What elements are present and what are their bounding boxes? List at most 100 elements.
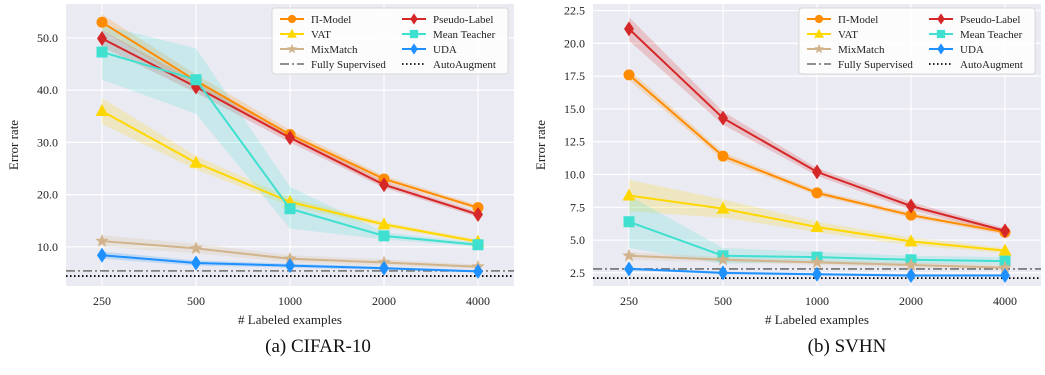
panel-1-xtick-label-4: 4000 [466,294,490,308]
panel-1-ytick-label-1: 20.0 [37,188,58,202]
panel-2-uda-point-2 [812,266,822,282]
panel-2-uda-point-1 [718,265,728,281]
panel-1-legend-vat: VAT [280,28,331,41]
panel-1-legend-mean-teacher-marker [409,29,419,39]
panel-1-mean-teacher-point-4 [472,239,484,251]
panel-2-vat-band [629,179,1005,254]
panel-1-uda-point-1 [191,255,201,271]
panel-1-legend-pseudo-label: Pseudo-Label [402,13,493,26]
panel-2-legend: Π-Model Pseudo-Label VAT Mean Teacher MixMat… [798,7,1036,75]
panel-1-legend-uda-label: UDA [433,44,457,56]
panel-2-legend-autoaugment: AutoAugment [929,59,1023,71]
panel-2-ytick-label-2: 7.5 [570,200,585,214]
panel-1-xtick-label-1: 500 [187,294,205,308]
panel-2-legend-pseudo-label-label: Pseudo-Label [960,14,1020,26]
panel-1-pseudo-label-point-3 [379,177,389,193]
panel-1-legend-uda: UDA [402,43,457,56]
panel-2-model-point-1 [717,150,729,162]
panel-1-legend-fully-supervised: Fully Supervised [280,59,386,71]
panel-2-mean-teacher-point-0 [623,216,635,228]
panel-2-model-point-3 [905,209,917,221]
panel-1-legend-uda-marker [410,43,418,55]
panel-2-mean-teacher-band [629,195,1005,265]
panel-2-legend-model-label: Π-Model [838,14,878,26]
panel-1-legend-pseudo-label-label: Pseudo-Label [433,14,493,26]
panel-1-legend-model-marker [287,14,297,24]
panel-1-vat-point-1 [189,155,203,168]
panel-1-ytick-label-3: 40.0 [37,83,58,97]
panel-1-legend-mixmatch: MixMatch [280,43,358,56]
panel-1-pseudo-label-point-4 [473,206,483,222]
panel-1-mean-teacher-point-0 [96,46,108,58]
panel-1-legend-autoaugment-label: AutoAugment [433,59,496,71]
panel-1-legend-mixmatch-marker [286,43,298,54]
panel-2-xtick-label-1: 500 [714,294,732,308]
panel-2-pseudo-label-point-3 [906,198,916,214]
panel-2-vat-point-0 [622,188,636,201]
panel-2-legend-mixmatch: MixMatch [807,43,885,56]
panel-2-ytick-label-6: 17.5 [564,69,585,83]
panel-1-chart: 10.0 20.0 30.0 40.0 50.0 250 500 1000 2000 4000 # … [6,4,514,327]
panel-2-xtick-label-0: 250 [620,294,638,308]
panel-1-legend-autoaugment: AutoAugment [402,59,496,71]
panel-2-legend-uda-marker [937,43,945,55]
panel-2-xtick-label-3: 2000 [899,294,923,308]
panel-1-legend-mixmatch-label: MixMatch [311,44,358,56]
panel-2-legend-vat-marker [814,28,824,38]
panel-2-vat-point-2 [810,219,824,232]
panel-2-ytick-label-4: 12.5 [564,135,585,149]
panel-2-pseudo-label-point-0 [624,21,634,37]
panel-1-model-point-0 [96,16,108,28]
panel-1-ytick-label-4: 50.0 [37,31,58,45]
panel-1-pseudo-label-point-0 [97,30,107,46]
panel-2-mixmatch-point-0 [622,248,636,262]
panel-1-x-axis-label: # Labeled examples [238,312,342,327]
panel-2-legend-model-marker [814,14,824,24]
panel-1-uda-point-3 [379,260,389,276]
caption-cifar10: (a) CIFAR-10 [265,336,371,357]
panel-2-mixmatch-point-3 [904,258,918,271]
panel-2-xtick-label-4: 4000 [993,294,1017,308]
panel-2-mixmatch-point-2 [810,255,824,269]
panel-2-chart: 2.5 5.0 7.5 10.0 12.5 15.0 17.5 20.0 22.5 250 500 1… [533,4,1041,327]
panel-2-ytick-label-7: 20.0 [564,36,585,50]
panel-1-legend-model-label: Π-Model [311,14,351,26]
panel-2-model-point-2 [811,187,823,199]
panel-2-y-axis-label: Error rate [533,120,548,170]
panel-1-uda-point-4 [473,263,483,279]
panel-1-ytick-label-0: 10.0 [37,240,58,254]
panel-2-legend-uda: UDA [929,43,984,56]
panel-2-ytick-label-8: 22.5 [564,4,585,18]
panel-1-plot-content [66,14,514,279]
panel-1-xtick-label-0: 250 [93,294,111,308]
panel-1-uda-point-0 [97,247,107,263]
panel-2-legend-uda-label: UDA [960,44,984,56]
panel-2-vat-point-1 [716,201,730,214]
panel-1-uda-point-2 [285,258,295,274]
panel-2-legend-fully-supervised: Fully Supervised [807,59,913,71]
panel-2-legend-mean-teacher: Mean Teacher [929,29,1023,41]
panel-2-mixmatch-point-1 [716,252,730,266]
panel-1-legend-box [271,7,509,75]
panel-2-model-point-0 [623,69,635,81]
panel-1-legend-fully-supervised-label: Fully Supervised [311,59,386,71]
panel-1-mean-teacher-point-3 [378,230,390,242]
panel-2-ytick-label-1: 5.0 [570,233,585,247]
panel-2-legend-pseudo-label: Pseudo-Label [929,13,1020,26]
panel-2-pseudo-label-point-1 [718,110,728,126]
panel-1-legend-vat-marker [287,28,297,38]
panel-1-legend-mean-teacher: Mean Teacher [402,29,496,41]
panel-2-legend-pseudo-label-marker [937,13,945,25]
panel-1-mean-teacher-point-1 [190,74,202,86]
panel-1-legend-vat-label: VAT [311,29,331,41]
panel-2-legend-mixmatch-marker [813,43,825,54]
panel-2-pseudo-label-point-4 [1000,223,1010,239]
panel-2-xtick-label-2: 1000 [805,294,829,308]
caption-svhn: (b) SVHN [807,336,887,357]
panel-2-vat-point-4 [998,243,1012,256]
panel-1-legend-mean-teacher-label: Mean Teacher [433,29,496,41]
panel-1-pseudo-label-point-2 [285,130,295,146]
panel-2-ytick-label-3: 10.0 [564,168,585,182]
panel-2-ytick-label-5: 15.0 [564,102,585,116]
